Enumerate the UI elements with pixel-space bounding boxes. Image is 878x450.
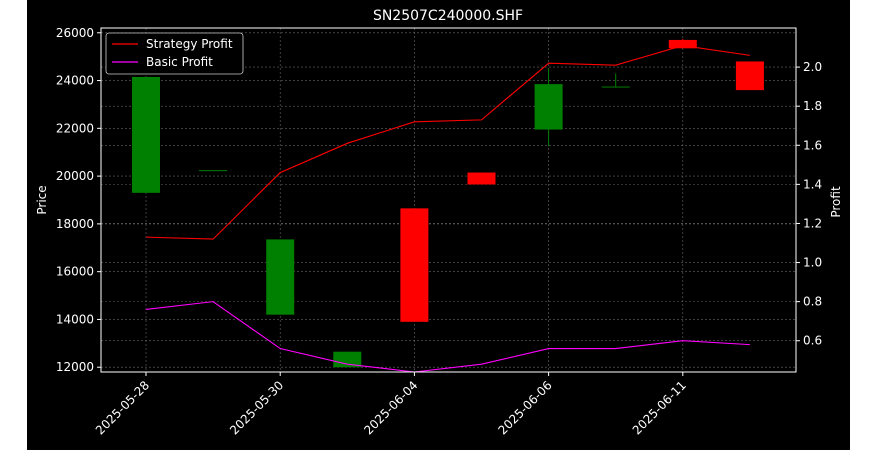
legend-box xyxy=(105,32,244,75)
basic-profit-line xyxy=(145,301,750,373)
legend: Strategy Profit Basic Profit xyxy=(105,32,244,75)
y-right-tick-label: 1.6 xyxy=(803,138,822,152)
plot-frame xyxy=(100,27,797,373)
y-axis-right: 0.6 0.8 1.0 1.2 1.4 1.6 1.8 2.0 xyxy=(796,60,822,348)
candle-body xyxy=(668,39,697,49)
candle-body xyxy=(266,239,295,315)
legend-label-basic: Basic Profit xyxy=(146,55,213,69)
candle-body xyxy=(132,76,160,193)
y-left-tick-label: 12000 xyxy=(56,360,94,374)
y-right-tick-label: 1.0 xyxy=(803,256,822,270)
candle-body xyxy=(601,86,630,88)
figure-background xyxy=(27,0,850,450)
profit-lines xyxy=(145,45,750,373)
strategy-profit-line xyxy=(145,45,750,240)
candle-body xyxy=(467,172,496,185)
candle-body xyxy=(400,208,429,322)
y-right-tick-label: 0.8 xyxy=(803,295,822,309)
y-right-tick-label: 1.4 xyxy=(803,177,822,191)
candle-body xyxy=(199,170,228,172)
y-axis-left: 12000 14000 16000 18000 20000 22000 24000 26000 xyxy=(56,26,101,374)
legend-label-strategy: Strategy Profit xyxy=(146,37,233,51)
candle-body xyxy=(735,61,764,91)
candles xyxy=(132,38,764,368)
chart-title: SN2507C240000.SHF xyxy=(373,8,523,24)
y-right-tick-label: 0.6 xyxy=(803,334,822,348)
y-left-tick-label: 20000 xyxy=(56,169,94,183)
y-right-tick-label: 1.2 xyxy=(803,216,822,230)
y-left-label: Price xyxy=(35,185,49,214)
y-right-tick-label: 1.8 xyxy=(803,99,822,113)
candle-body xyxy=(333,351,362,368)
y-left-tick-label: 24000 xyxy=(56,74,94,88)
y-left-tick-label: 18000 xyxy=(56,217,94,231)
candle-body xyxy=(534,84,563,130)
y-right-tick-label: 2.0 xyxy=(803,60,822,74)
y-left-tick-label: 16000 xyxy=(56,265,94,279)
y-left-tick-label: 14000 xyxy=(56,312,94,326)
y-right-label: Profit xyxy=(829,186,843,218)
y-left-tick-label: 22000 xyxy=(56,121,94,135)
y-left-tick-label: 26000 xyxy=(56,26,94,40)
